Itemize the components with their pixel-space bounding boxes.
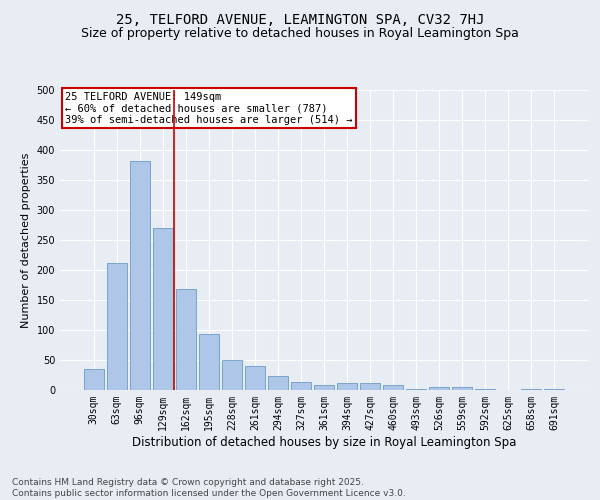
Bar [383,385,403,390]
Bar [544,389,564,390]
Bar [337,384,357,390]
Text: Contains HM Land Registry data © Crown copyright and database right 2025.
Contai: Contains HM Land Registry data © Crown c… [12,478,406,498]
Bar [314,385,334,390]
Bar [107,264,127,390]
X-axis label: Distribution of detached houses by size in Royal Leamington Spa: Distribution of detached houses by size … [132,436,516,448]
Bar [199,334,218,390]
Bar [406,389,426,390]
Bar [268,376,288,390]
Bar [245,366,265,390]
Bar [176,289,196,390]
Y-axis label: Number of detached properties: Number of detached properties [21,152,31,328]
Bar [84,369,104,390]
Bar [360,384,380,390]
Bar [291,382,311,390]
Bar [521,389,541,390]
Text: Size of property relative to detached houses in Royal Leamington Spa: Size of property relative to detached ho… [81,28,519,40]
Bar [153,228,173,390]
Bar [430,387,449,390]
Bar [452,387,472,390]
Text: 25 TELFORD AVENUE: 149sqm
← 60% of detached houses are smaller (787)
39% of semi: 25 TELFORD AVENUE: 149sqm ← 60% of detac… [65,92,353,124]
Text: 25, TELFORD AVENUE, LEAMINGTON SPA, CV32 7HJ: 25, TELFORD AVENUE, LEAMINGTON SPA, CV32… [116,12,484,26]
Bar [222,360,242,390]
Bar [130,162,149,390]
